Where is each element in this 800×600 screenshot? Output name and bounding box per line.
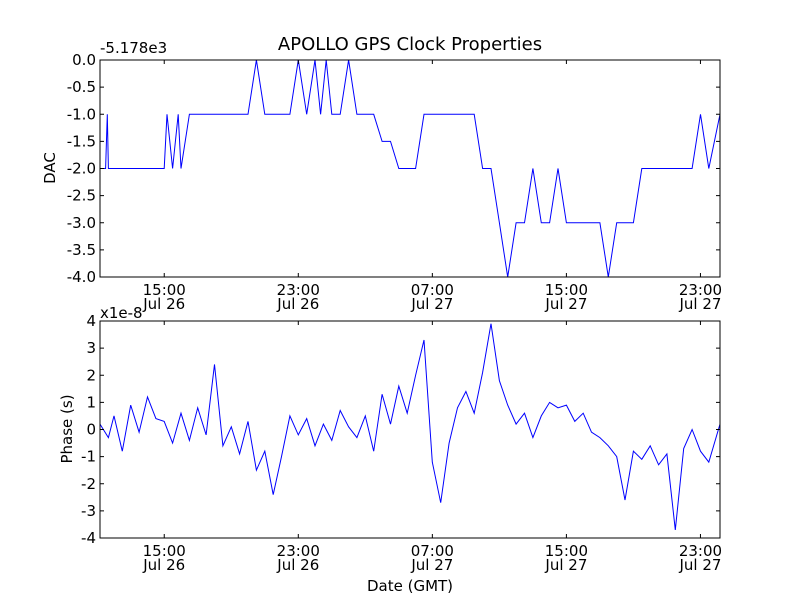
dac-ytick-label: -1.0 [67,105,96,123]
dac-ytick-label: -3.5 [67,241,96,259]
dac-ytick-label: -0.5 [67,78,96,96]
chart-title: APOLLO GPS Clock Properties [278,34,542,55]
dac-xtick-date-label: Jul 27 [678,295,721,313]
phase-ytick-label: -3 [81,502,96,520]
dac-ytick-label: 0.0 [72,51,96,69]
phase-chart: x1e-8 Phase (s) Date (GMT) 4 3 2 1 0 -1 -2 -3 -4… [58,304,722,595]
dac-xtick-date-label: Jul 27 [410,295,453,313]
phase-offset-label: x1e-8 [100,304,143,322]
phase-ytick-label: 0 [86,421,96,439]
dac-xtick-label: 23:00 [679,281,722,299]
dac-ytick-label: -4.0 [67,268,96,286]
dac-xtick-date-label: Jul 26 [276,295,319,313]
dac-xtick-label: 15:00 [143,281,186,299]
dac-ytick-label: -2.5 [67,187,96,205]
dac-series-line [100,59,721,278]
dac-ytick-label: -2.0 [67,160,96,178]
phase-ytick-label: -4 [81,529,96,547]
phase-xtick-date-label: Jul 26 [276,556,319,574]
phase-series-line [99,323,721,530]
phase-xtick-label: 15:00 [143,542,186,560]
phase-ytick-label: -1 [81,448,96,466]
phase-ylabel: Phase (s) [58,394,76,463]
dac-ytick-label: -3.0 [67,214,96,232]
dac-ylabel: DAC [41,152,59,184]
phase-xlabel: Date (GMT) [367,577,453,595]
dac-xtick-label: 07:00 [411,281,454,299]
phase-xtick-date-label: Jul 26 [142,556,185,574]
dac-offset-label: -5.178e3 [100,39,167,57]
phase-ytick-label: 4 [86,312,96,330]
dac-chart: APOLLO GPS Clock Properties -5.178e3 DAC… [41,34,722,313]
dac-xtick-label: 15:00 [545,281,588,299]
dac-ytick-label: -1.5 [67,132,96,150]
phase-xtick-label: 23:00 [679,542,722,560]
phase-ytick-label: -2 [81,475,96,493]
dac-xtick-date-label: Jul 26 [142,295,185,313]
phase-ytick-label: 3 [86,339,96,357]
phase-xtick-label: 07:00 [411,542,454,560]
phase-ytick-label: 1 [86,393,96,411]
phase-ytick-label: 2 [86,366,96,384]
phase-xtick-date-label: Jul 27 [410,556,453,574]
phase-xtick-date-label: Jul 27 [678,556,721,574]
phase-xtick-label: 15:00 [545,542,588,560]
phase-xtick-label: 23:00 [277,542,320,560]
phase-xtick-date-label: Jul 27 [544,556,587,574]
dac-xtick-date-label: Jul 27 [544,295,587,313]
dac-plot-area: 0.0 -0.5 -1.0 -1.5 -2.0 -2.5 -3.0 -3.5 -4.0 15:00… [67,51,722,313]
dac-xtick-label: 23:00 [277,281,320,299]
